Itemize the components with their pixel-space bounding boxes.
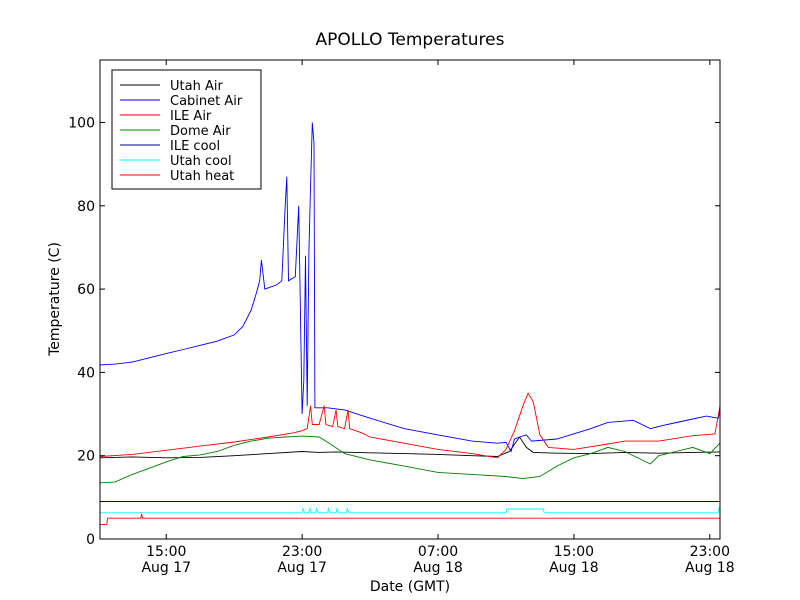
legend-label-cabinet-air: Cabinet Air <box>170 94 243 109</box>
legend-label-utah-cool: Utah cool <box>170 154 232 169</box>
y-tick-label: 80 <box>77 199 95 215</box>
series-line-utah-air <box>99 436 721 459</box>
legend-label-utah-heat: Utah heat <box>170 169 234 184</box>
x-tick-label-date: Aug 17 <box>141 560 191 576</box>
x-tick-label-time: 23:00 <box>282 544 322 560</box>
chart-title: APOLLO Temperatures <box>316 30 505 50</box>
y-tick-label: 60 <box>77 282 95 298</box>
x-tick-label-time: 07:00 <box>418 544 458 560</box>
x-tick-label-date: Aug 18 <box>549 560 599 576</box>
y-tick-label: 0 <box>86 532 95 548</box>
x-tick-label-time: 15:00 <box>554 544 594 560</box>
x-tick-label-date: Aug 17 <box>277 560 327 576</box>
legend-label-utah-air: Utah Air <box>170 79 223 94</box>
plot-frame <box>99 59 721 540</box>
y-tick-label: 20 <box>77 449 95 465</box>
x-tick-label-time: 15:00 <box>146 544 186 560</box>
legend-label-ile-air: ILE Air <box>170 109 212 124</box>
x-axis-label: Date (GMT) <box>370 579 450 595</box>
legend-label-dome-air: Dome Air <box>170 124 231 139</box>
y-axis-label: Temperature (C) <box>47 242 63 357</box>
y-tick-label: 40 <box>77 365 95 381</box>
series-line-utah-cool <box>100 507 720 514</box>
plot-series-group <box>99 122 721 525</box>
series-line-utah-heat <box>100 513 720 525</box>
x-tick-label-date: Aug 18 <box>685 560 735 576</box>
series-line-cabinet-air <box>99 122 721 453</box>
y-tick-label: 100 <box>68 115 95 131</box>
series-line-ile-air <box>99 392 721 459</box>
series-line-dome-air <box>99 435 721 484</box>
x-tick-label-time: 23:00 <box>690 544 730 560</box>
legend-label-ile-cool: ILE cool <box>170 139 220 154</box>
x-tick-label-date: Aug 18 <box>413 560 463 576</box>
